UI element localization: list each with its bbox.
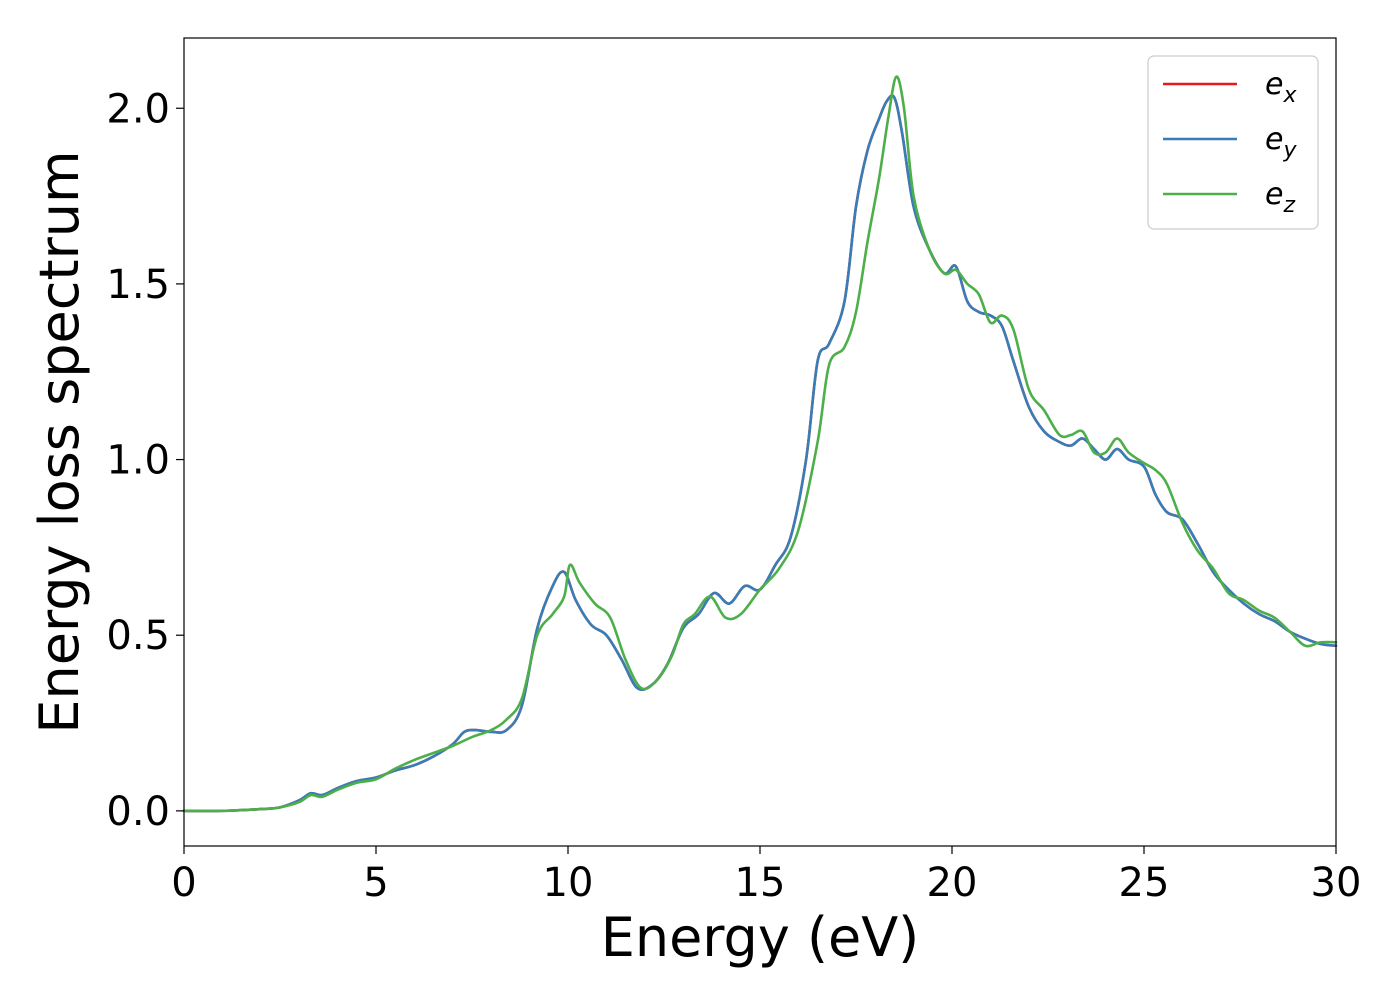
x-tick-label: 5 [363, 860, 388, 906]
legend-label-y: ey [1265, 122, 1297, 163]
series-line-z [182, 75, 1338, 813]
x-tick-label: 10 [543, 860, 594, 906]
x-axis-label: Energy (eV) [601, 906, 920, 969]
x-tick-label: 0 [171, 860, 196, 906]
x-tick-label: 30 [1311, 860, 1362, 906]
x-tick-label: 15 [735, 860, 786, 906]
y-tick-label: 2.0 [106, 86, 170, 132]
legend-box [1147, 55, 1319, 230]
series-line-y [182, 94, 1338, 813]
legend: ex ey ez [1147, 55, 1319, 230]
x-axis: 0 5 10 15 20 25 30 [171, 846, 1361, 906]
x-tick-label: 25 [1119, 860, 1170, 906]
y-axis-label: Energy loss spectrum [28, 150, 91, 733]
x-tick-label: 20 [927, 860, 978, 906]
legend-label-x: ex [1265, 67, 1297, 108]
y-axis: 0.0 0.5 1.0 1.5 2.0 [106, 86, 184, 835]
series-layer [182, 75, 1338, 813]
y-tick-label: 1.0 [106, 438, 170, 484]
y-tick-label: 0.0 [106, 789, 170, 835]
legend-label-z: ez [1265, 177, 1295, 218]
y-tick-label: 1.5 [106, 262, 170, 308]
y-tick-label: 0.5 [106, 613, 170, 659]
